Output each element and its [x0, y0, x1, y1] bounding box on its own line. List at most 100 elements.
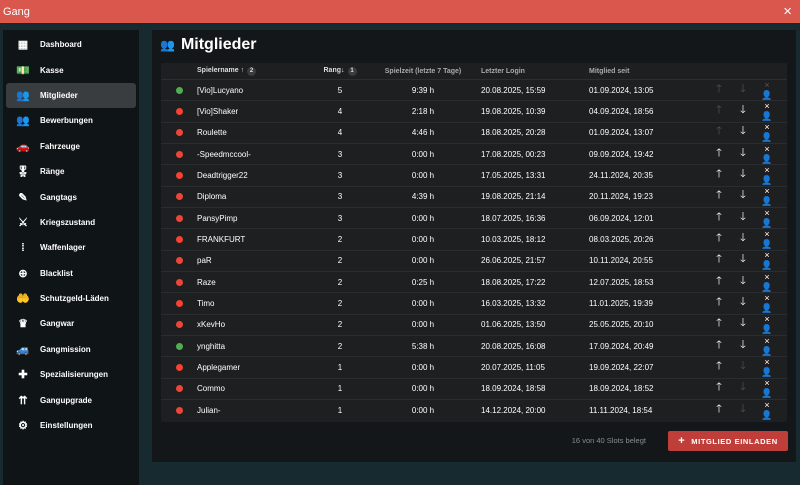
sidebar-item-gangmission[interactable]: 🚙 Gangmission — [6, 337, 136, 362]
demote-arrow-down-icon[interactable]: 🡓 — [740, 338, 746, 351]
sidebar-icon: 🤲 — [16, 293, 30, 306]
sidebar-item-kriegszustand[interactable]: ⚔ Kriegszustand — [6, 210, 136, 235]
promote-arrow-up-icon[interactable]: 🡑 — [716, 104, 722, 117]
sidebar-item-gangwar[interactable]: ♛ Gangwar — [6, 311, 136, 336]
promote-arrow-up-icon[interactable]: 🡑 — [716, 381, 722, 394]
promote-arrow-up-icon[interactable]: 🡑 — [716, 210, 722, 223]
demote-arrow-down-icon[interactable]: 🡓 — [740, 104, 746, 117]
demote-arrow-down-icon[interactable]: 🡓 — [740, 125, 746, 138]
demote-arrow-down-icon[interactable]: 🡓 — [740, 232, 746, 245]
kick-member-icon[interactable]: ×👤 — [761, 335, 773, 356]
table-row: ynghitta 2 5:38 h 20.08.2025, 16:08 17.0… — [161, 335, 787, 358]
kick-member-icon[interactable]: ×👤 — [761, 357, 773, 378]
last-login: 20.07.2025, 11:05 — [481, 363, 545, 373]
status-offline-dot — [175, 364, 183, 372]
status-offline-dot — [175, 172, 183, 180]
demote-arrow-down-icon[interactable]: 🡓 — [740, 317, 746, 330]
kick-member-icon[interactable]: ×👤 — [761, 122, 773, 143]
column-name[interactable]: Spielername ↑ 2 — [197, 66, 307, 76]
last-login: 14.12.2024, 20:00 — [481, 406, 546, 416]
player-name: Julian- — [197, 406, 221, 416]
promote-arrow-up-icon[interactable]: 🡑 — [716, 125, 722, 138]
kick-member-icon[interactable]: ×👤 — [761, 165, 773, 186]
kick-member-icon[interactable]: ×👤 — [761, 314, 773, 335]
sidebar-item-dashboard[interactable]: ▦ Dashboard — [6, 32, 136, 57]
status-offline-dot — [175, 407, 183, 415]
close-icon[interactable]: × — [783, 3, 792, 20]
promote-arrow-up-icon[interactable]: 🡑 — [716, 82, 722, 95]
playtime: 5:38 h — [411, 341, 435, 351]
sidebar-icon: 🚙 — [16, 343, 30, 356]
sidebar-item-kasse[interactable]: 💵 Kasse — [6, 57, 136, 82]
demote-arrow-down-icon[interactable]: 🡓 — [740, 296, 746, 309]
demote-arrow-down-icon[interactable]: 🡓 — [740, 253, 746, 266]
column-member-since[interactable]: Mitglied seit — [589, 67, 630, 75]
rank: 3 — [337, 149, 343, 159]
demote-arrow-down-icon[interactable]: 🡓 — [740, 189, 746, 202]
last-login: 17.05.2025, 13:31 — [481, 171, 546, 181]
invite-member-button[interactable]: + MITGLIED EINLADEN — [668, 431, 788, 451]
last-login: 01.06.2025, 13:50 — [481, 320, 546, 330]
promote-arrow-up-icon[interactable]: 🡑 — [716, 274, 722, 287]
sidebar-item-schutzgeld-läden[interactable]: 🤲 Schutzgeld-Läden — [6, 286, 136, 311]
members-icon: 👥 — [160, 38, 175, 52]
promote-arrow-up-icon[interactable]: 🡑 — [716, 317, 722, 330]
kick-member-icon[interactable]: ×👤 — [761, 400, 773, 421]
column-last-login[interactable]: Letzter Login — [481, 67, 525, 75]
kick-member-icon[interactable]: ×👤 — [761, 250, 773, 271]
main-panel: 👥 Mitglieder Spielername ↑ 2 Rang↓ 1 Spiel… — [152, 30, 796, 462]
sidebar-item-bewerbungen[interactable]: 👥 Bewerbungen — [6, 108, 136, 133]
promote-arrow-up-icon[interactable]: 🡑 — [716, 189, 722, 202]
sidebar-item-label: Ränge — [40, 167, 65, 177]
promote-arrow-up-icon[interactable]: 🡑 — [716, 168, 722, 181]
column-playtime[interactable]: Spielzeit (letzte 7 Tage) — [384, 67, 462, 75]
sidebar-item-gangtags[interactable]: ✎ Gangtags — [6, 184, 136, 209]
sidebar-item-label: Schutzgeld-Läden — [40, 294, 109, 304]
sidebar-item-mitglieder[interactable]: 👥 Mitglieder — [6, 82, 136, 109]
sidebar-item-ränge[interactable]: 🎖 Ränge — [6, 159, 136, 184]
promote-arrow-up-icon[interactable]: 🡑 — [716, 338, 722, 351]
kick-member-icon[interactable]: ×👤 — [761, 293, 773, 314]
kick-member-icon[interactable]: ×👤 — [761, 229, 773, 250]
kick-member-icon[interactable]: ×👤 — [761, 186, 773, 207]
sidebar-item-label: Gangwar — [40, 319, 75, 329]
member-since: 25.05.2025, 20:10 — [589, 320, 654, 330]
sidebar-item-gangupgrade[interactable]: ⇈ Gangupgrade — [6, 387, 136, 412]
demote-arrow-down-icon[interactable]: 🡓 — [740, 146, 746, 159]
kick-member-icon[interactable]: ×👤 — [761, 378, 773, 399]
player-name: [Vio]Shaker — [197, 107, 239, 117]
kick-member-icon[interactable]: ×👤 — [761, 271, 773, 292]
demote-arrow-down-icon[interactable]: 🡓 — [740, 360, 746, 373]
promote-arrow-up-icon[interactable]: 🡑 — [716, 146, 722, 159]
member-since: 11.01.2025, 19:39 — [589, 299, 653, 309]
promote-arrow-up-icon[interactable]: 🡑 — [716, 232, 722, 245]
demote-arrow-down-icon[interactable]: 🡓 — [740, 82, 746, 95]
kick-member-icon[interactable]: ×👤 — [761, 101, 773, 122]
table-row: Deadtrigger22 3 0:00 h 17.05.2025, 13:31… — [161, 165, 787, 187]
column-rank[interactable]: Rang↓ 1 — [307, 66, 373, 76]
demote-arrow-down-icon[interactable]: 🡓 — [740, 210, 746, 223]
sidebar-item-waffenlager[interactable]: ⁞ Waffenlager — [6, 235, 136, 260]
sidebar-item-blacklist[interactable]: ⊕ Blacklist — [6, 261, 136, 286]
kick-member-icon[interactable]: ×👤 — [761, 79, 773, 100]
sidebar-item-label: Dashboard — [40, 40, 82, 50]
demote-arrow-down-icon[interactable]: 🡓 — [740, 403, 746, 416]
last-login: 20.08.2025, 15:59 — [481, 85, 546, 95]
player-name: Applegamer — [197, 363, 241, 373]
promote-arrow-up-icon[interactable]: 🡑 — [716, 360, 722, 373]
kick-member-icon[interactable]: ×👤 — [761, 143, 773, 164]
demote-arrow-down-icon[interactable]: 🡓 — [740, 168, 746, 181]
demote-arrow-down-icon[interactable]: 🡓 — [740, 274, 746, 287]
kick-member-icon[interactable]: ×👤 — [761, 207, 773, 228]
promote-arrow-up-icon[interactable]: 🡑 — [716, 253, 722, 266]
sidebar-item-fahrzeuge[interactable]: 🚗 Fahrzeuge — [6, 134, 136, 159]
table-row: xKevHo 2 0:00 h 01.06.2025, 13:50 25.05.… — [161, 314, 787, 337]
member-since: 18.09.2024, 18:52 — [589, 384, 654, 394]
promote-arrow-up-icon[interactable]: 🡑 — [716, 296, 722, 309]
demote-arrow-down-icon[interactable]: 🡓 — [740, 381, 746, 394]
last-login: 18.09.2024, 18:58 — [481, 384, 546, 394]
player-name: Raze — [197, 277, 216, 287]
promote-arrow-up-icon[interactable]: 🡑 — [716, 403, 722, 416]
sidebar-item-spezialisierungen[interactable]: ✚ Spezialisierungen — [6, 362, 136, 387]
sidebar-item-einstellungen[interactable]: ⚙ Einstellungen — [6, 413, 136, 438]
